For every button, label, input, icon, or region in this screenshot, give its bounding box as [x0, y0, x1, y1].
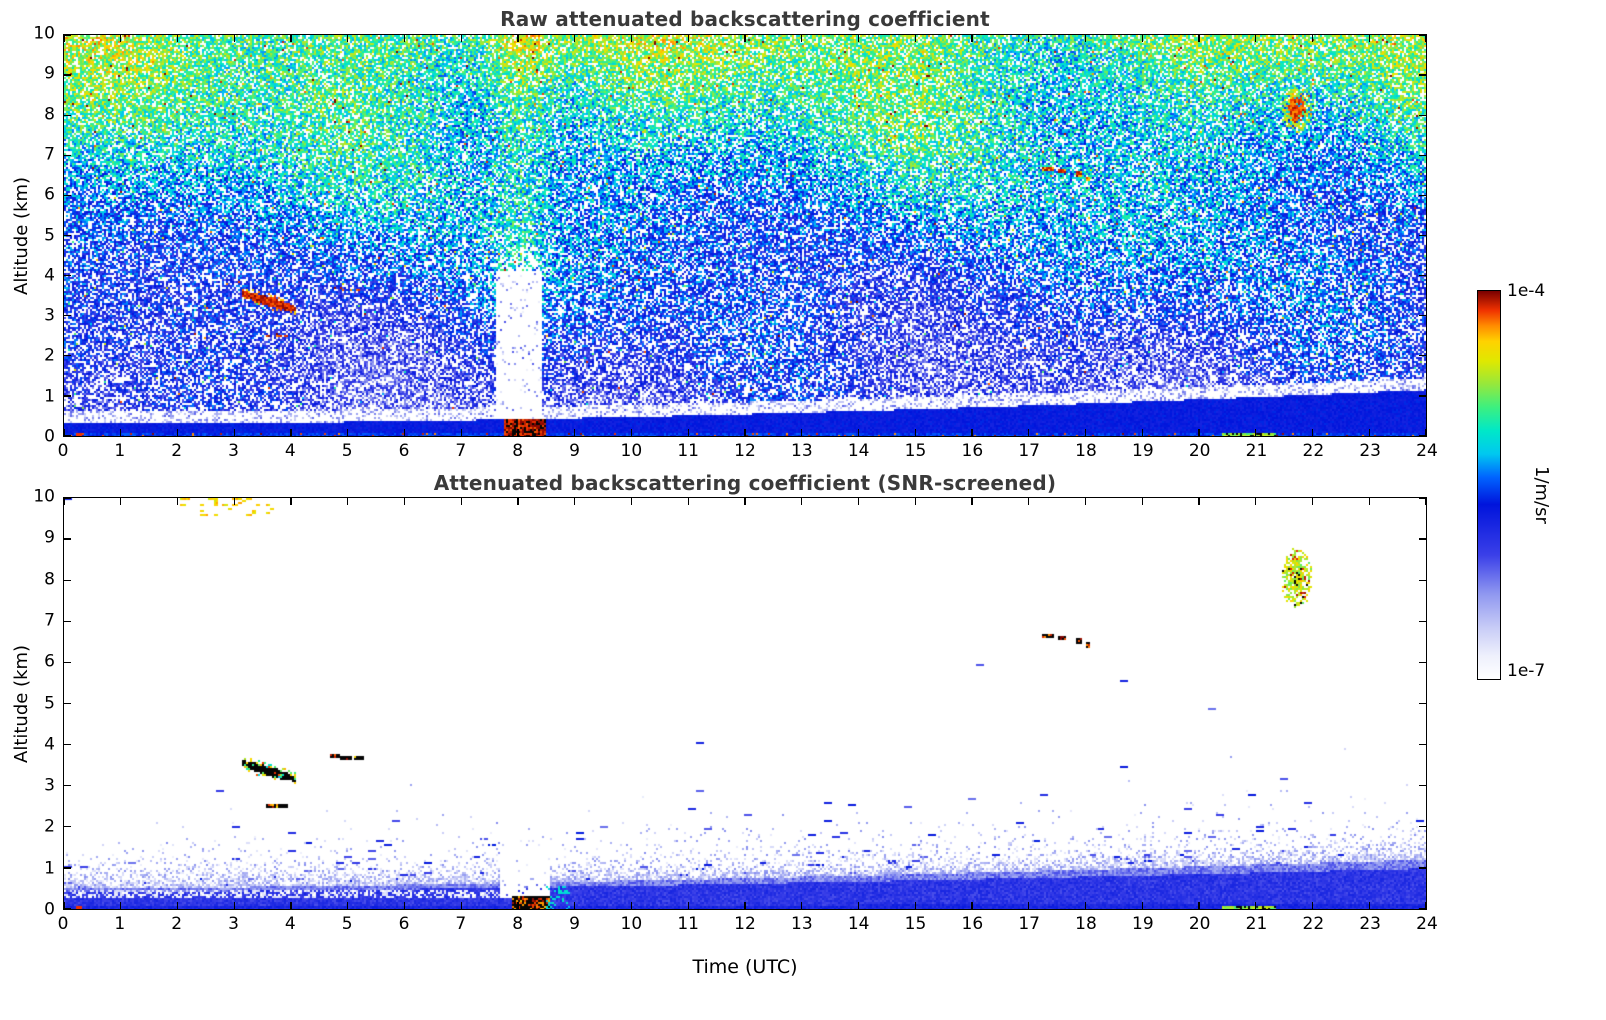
- y-tick-label: 7: [44, 610, 55, 631]
- x-tick-label: 9: [569, 914, 580, 934]
- top-plot-area: [63, 34, 1427, 437]
- x-tick-label: 4: [284, 441, 296, 461]
- x-tick-label: 21: [1245, 914, 1268, 934]
- y-tick-label: 7: [44, 144, 55, 165]
- top-panel: Raw attenuated backscattering coefficien…: [11, 0, 1438, 466]
- x-tick-label: 15: [904, 441, 927, 461]
- x-tick-label: 12: [734, 914, 756, 934]
- x-axis-label: Time (UTC): [692, 956, 798, 978]
- x-tick-label: 7: [455, 441, 467, 461]
- x-tick-label: 1: [114, 441, 126, 461]
- x-tick-label: 22: [1302, 441, 1325, 461]
- top-panel-title: Raw attenuated backscattering coefficien…: [500, 7, 990, 31]
- x-tick-label: 5: [341, 914, 353, 934]
- top-y-axis-label: Altitude (km): [11, 176, 32, 295]
- x-tick-label: 14: [847, 441, 870, 461]
- y-tick-label: 6: [44, 184, 55, 205]
- x-tick-label: 19: [1132, 441, 1154, 461]
- x-tick-label: 2: [171, 914, 183, 934]
- x-tick-label: 8: [512, 914, 524, 934]
- x-tick-label: 11: [677, 441, 699, 461]
- y-tick-label: 5: [44, 693, 55, 713]
- y-tick-label: 9: [44, 63, 55, 84]
- colorbar-min-label: 1e-7: [1507, 661, 1546, 681]
- bottom-panel-title: Attenuated backscattering coefficient (S…: [433, 471, 1057, 495]
- y-tick-label: 2: [44, 816, 55, 837]
- top-y-tick-labels: 0 1 2 3 4 5 6 7 8 9 10: [15, 25, 55, 445]
- x-tick-label: 6: [398, 441, 410, 461]
- x-tick-label: 7: [455, 914, 467, 934]
- x-tick-label: 5: [341, 441, 353, 461]
- y-tick-label: 1: [44, 858, 55, 879]
- y-tick-label: 0: [44, 899, 55, 920]
- x-tick-label: 24: [1416, 914, 1438, 934]
- x-tick-label: 11: [677, 914, 699, 934]
- x-tick-label: 3: [228, 441, 239, 461]
- x-tick-label: 10: [620, 441, 643, 461]
- y-tick-label: 8: [44, 569, 55, 590]
- x-tick-label: 10: [620, 914, 643, 934]
- x-tick-label: 16: [961, 441, 984, 461]
- bottom-plot-area: [63, 497, 1427, 910]
- y-tick-label: 4: [44, 265, 55, 286]
- x-tick-label: 17: [1018, 914, 1040, 934]
- x-tick-label: 12: [734, 441, 756, 461]
- x-tick-label: 3: [228, 914, 239, 934]
- x-tick-label: 8: [512, 441, 524, 461]
- colorbar-max-label: 1e-4: [1507, 281, 1546, 301]
- x-tick-label: 23: [1359, 914, 1381, 934]
- x-tick-label: 9: [569, 441, 580, 461]
- y-tick-label: 9: [44, 527, 55, 548]
- x-tick-label: 13: [791, 441, 813, 461]
- colorbar-units-label: 1/m/sr: [1531, 466, 1552, 524]
- x-tick-label: 20: [1188, 441, 1211, 461]
- x-tick-label: 13: [791, 914, 813, 934]
- y-tick-label: 6: [44, 651, 55, 672]
- y-tick-label: 2: [44, 345, 55, 366]
- x-tick-label: 0: [57, 441, 69, 461]
- x-tick-label: 18: [1075, 914, 1097, 934]
- top-x-tick-labels: 0 1 2 3 4 5 6 7 8 9 10 11 12 13 14 15 16 17 18 19 20 21 22 23 24: [58, 441, 1438, 463]
- bottom-panel: Attenuated backscattering coefficient (S…: [11, 466, 1438, 1020]
- y-tick-label: 3: [44, 305, 55, 326]
- y-tick-label: 10: [33, 23, 55, 44]
- x-tick-label: 4: [284, 914, 296, 934]
- x-tick-label: 1: [114, 914, 126, 934]
- y-tick-label: 4: [44, 734, 55, 755]
- x-tick-label: 21: [1245, 441, 1268, 461]
- bottom-heatmap-canvas: [64, 498, 1426, 909]
- y-tick-label: 5: [44, 225, 55, 245]
- x-tick-label: 17: [1018, 441, 1040, 461]
- x-tick-label: 18: [1075, 441, 1097, 461]
- bottom-y-tick-labels: 0 1 2 3 4 5 6 7 8 9 10: [15, 488, 55, 918]
- y-tick-label: 1: [44, 386, 55, 407]
- y-tick-label: 10: [33, 486, 55, 507]
- x-tick-label: 0: [57, 914, 69, 934]
- x-tick-label: 15: [904, 914, 927, 934]
- x-tick-label: 20: [1188, 914, 1211, 934]
- bottom-x-tick-labels: 0 1 2 3 4 5 6 7 8 9 10 11 12 13 14 15 16 17 18 19 20 21 22 23 24: [58, 914, 1438, 936]
- x-tick-label: 14: [847, 914, 870, 934]
- x-tick-label: 2: [171, 441, 183, 461]
- x-tick-label: 19: [1132, 914, 1154, 934]
- colorbar-gradient: [1477, 290, 1501, 680]
- x-tick-label: 16: [961, 914, 984, 934]
- y-tick-label: 0: [44, 426, 55, 447]
- bottom-y-axis-label: Altitude (km): [11, 644, 32, 763]
- x-tick-label: 6: [398, 914, 410, 934]
- top-heatmap-canvas: [64, 35, 1426, 436]
- x-tick-label: 23: [1359, 441, 1381, 461]
- y-tick-label: 3: [44, 775, 55, 796]
- x-tick-label: 24: [1416, 441, 1438, 461]
- x-tick-label: 22: [1302, 914, 1325, 934]
- y-tick-label: 8: [44, 104, 55, 125]
